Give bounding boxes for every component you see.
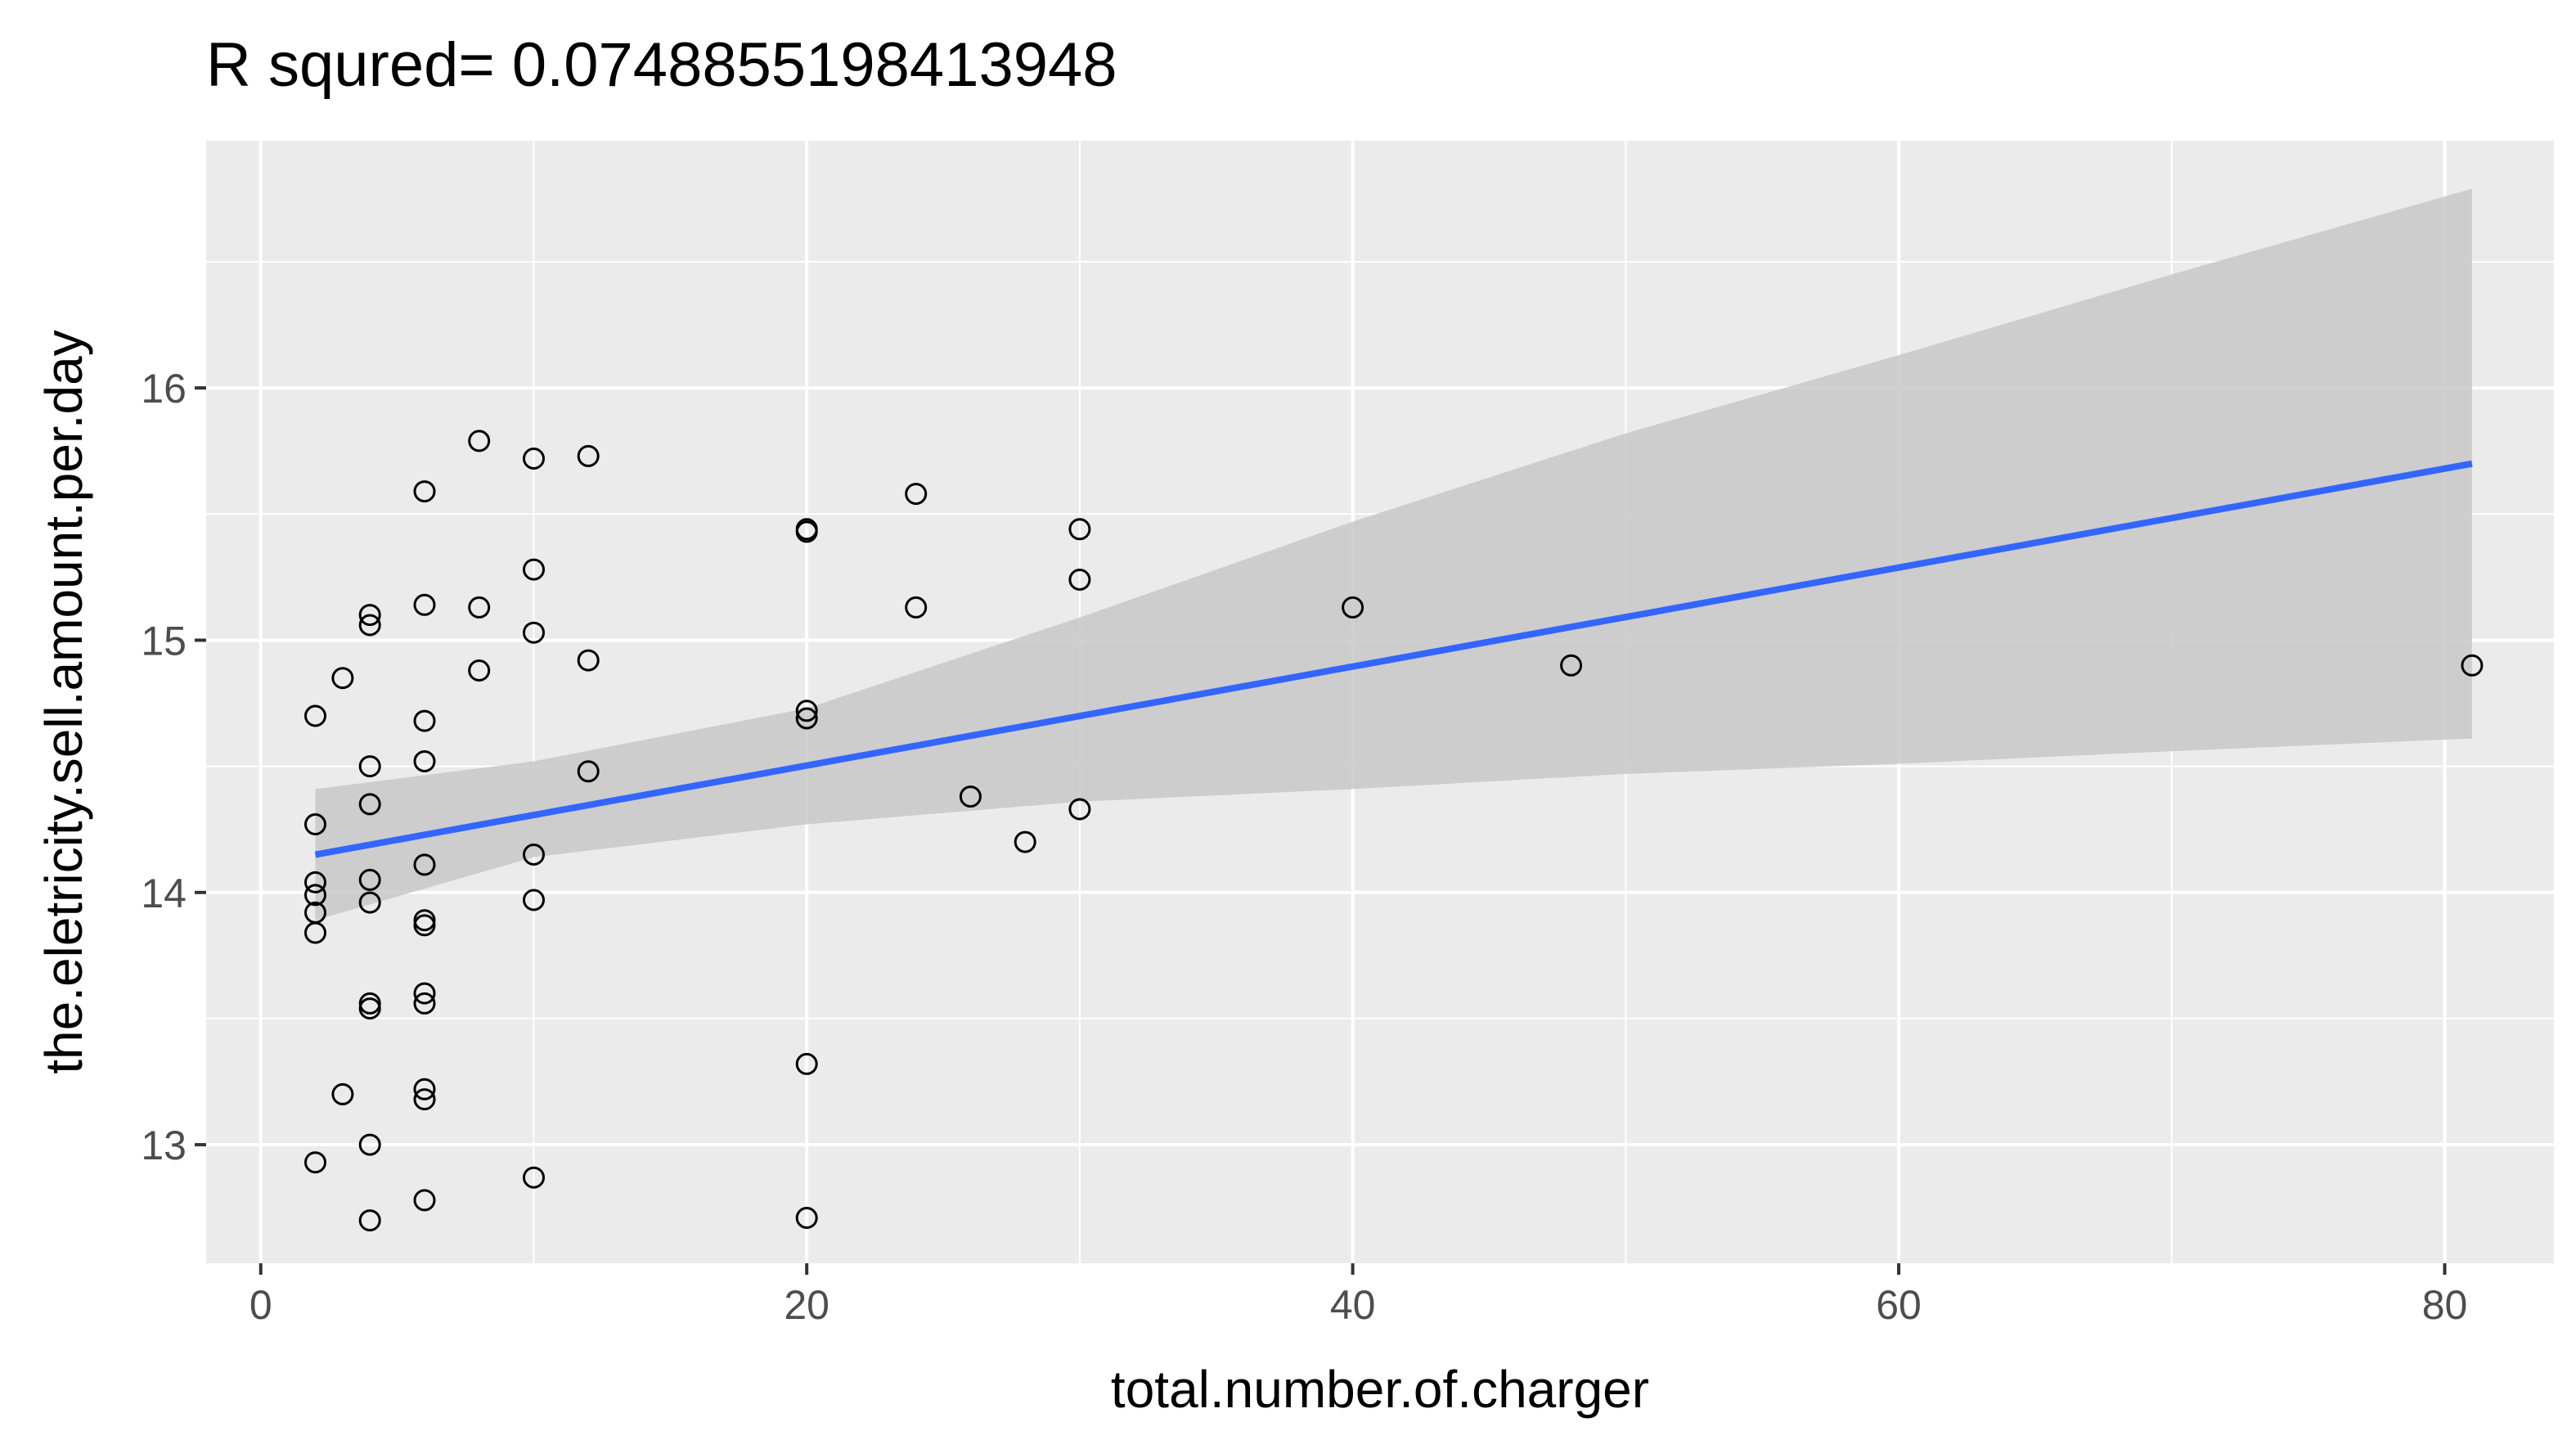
- data-point: [795, 1052, 818, 1075]
- data-point: [413, 1088, 436, 1111]
- y-tick-label: 15: [141, 618, 187, 664]
- x-tick-label: 0: [250, 1282, 272, 1328]
- data-point: [304, 921, 326, 944]
- data-point: [2461, 654, 2484, 677]
- data-point: [358, 614, 381, 637]
- data-point: [795, 707, 818, 730]
- data-point: [413, 982, 436, 1005]
- data-point: [795, 700, 818, 722]
- data-points: [304, 430, 2484, 1232]
- data-point: [358, 868, 381, 891]
- data-point: [523, 558, 545, 581]
- data-point: [413, 480, 436, 503]
- data-point: [358, 997, 381, 1020]
- data-point: [413, 914, 436, 937]
- confidence-band-layer: [315, 188, 2472, 920]
- data-point: [795, 520, 818, 543]
- data-point: [468, 659, 491, 682]
- data-point: [468, 596, 491, 619]
- data-point: [358, 793, 381, 816]
- data-point: [358, 604, 381, 627]
- x-tick-label: 20: [784, 1282, 829, 1328]
- data-point: [358, 1209, 381, 1232]
- data-point: [577, 760, 600, 783]
- data-point: [304, 704, 326, 727]
- data-point: [413, 593, 436, 616]
- data-point: [523, 844, 545, 866]
- data-point: [959, 785, 982, 808]
- data-point: [1068, 798, 1091, 821]
- data-point: [905, 596, 928, 619]
- y-axis-ticks: 13 14 15 16: [141, 366, 206, 1168]
- data-point: [413, 1078, 436, 1100]
- data-point: [358, 755, 381, 778]
- data-point: [304, 871, 326, 893]
- data-point: [1068, 518, 1091, 541]
- data-point: [523, 1166, 545, 1189]
- x-tick-label: 40: [1330, 1282, 1376, 1328]
- data-point: [523, 448, 545, 470]
- data-point: [304, 813, 326, 835]
- data-point: [413, 992, 436, 1015]
- data-point: [304, 884, 326, 907]
- data-point: [413, 909, 436, 932]
- regression-line: [314, 460, 2473, 858]
- data-point: [795, 1207, 818, 1229]
- data-point: [1014, 830, 1036, 853]
- x-tick-label: 80: [2422, 1282, 2468, 1328]
- y-tick-label: 13: [141, 1123, 187, 1168]
- fit-line-layer: [314, 460, 2473, 858]
- y-tick-label: 14: [141, 871, 187, 916]
- y-tick-label: 16: [141, 366, 187, 412]
- data-point: [413, 709, 436, 732]
- data-point: [523, 621, 545, 644]
- data-point: [304, 1151, 326, 1174]
- data-point: [413, 853, 436, 876]
- data-point: [331, 667, 354, 690]
- data-point: [1560, 654, 1583, 677]
- data-point: [413, 1189, 436, 1212]
- x-axis-ticks: 0 20 40 60 80: [250, 1263, 2467, 1328]
- data-point: [1342, 596, 1364, 619]
- y-axis-title: the.eletricity.sell.amount.per.day: [34, 330, 93, 1074]
- data-point: [523, 889, 545, 911]
- data-point: [1068, 569, 1091, 591]
- data-point: [413, 750, 436, 772]
- x-axis-title: total.number.of.charger: [1111, 1360, 1649, 1419]
- data-point: [905, 483, 928, 506]
- data-point: [468, 430, 491, 452]
- data-point: [577, 649, 600, 672]
- data-point: [331, 1082, 354, 1105]
- x-tick-label: 60: [1876, 1282, 1922, 1328]
- confidence-band: [315, 188, 2472, 920]
- data-point: [358, 1133, 381, 1156]
- data-point: [358, 891, 381, 914]
- chart-title: R squred= 0.0748855198413948: [206, 30, 1117, 100]
- data-point: [358, 992, 381, 1015]
- data-point: [577, 444, 600, 467]
